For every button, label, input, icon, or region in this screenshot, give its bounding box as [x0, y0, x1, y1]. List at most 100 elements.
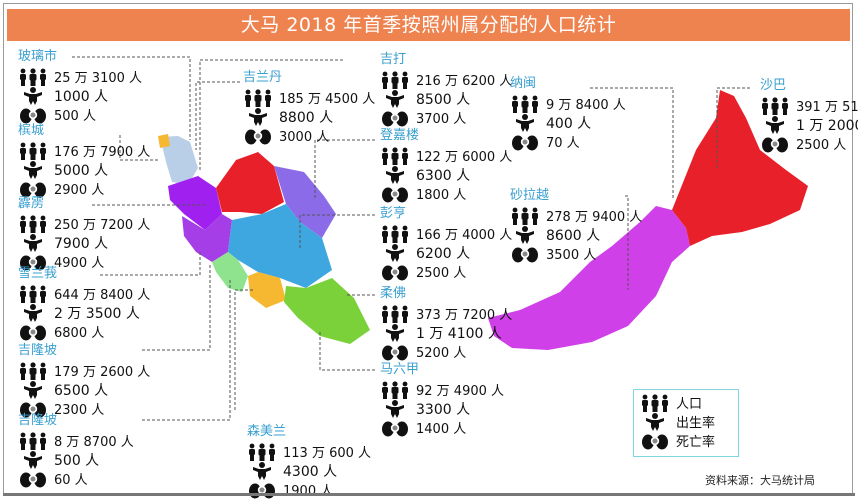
region-sarawak: [488, 206, 690, 350]
baby-icon: [760, 116, 790, 134]
stat-deaths: 60 人: [18, 469, 134, 488]
stat-value: 8500 人: [416, 91, 471, 108]
stat-value: 250 万 7200 人: [54, 218, 151, 233]
stat-value: 6800 人: [54, 326, 105, 341]
stat-value: 6500 人: [54, 382, 109, 399]
baby-icon: [380, 166, 410, 184]
people-icon: [18, 142, 48, 160]
stat-population: 373 万 7200 人: [380, 304, 512, 323]
state-block: 吉隆坡 179 万 2600 人 6500 人 2300 人: [18, 343, 150, 418]
stat-population: 250 万 7200 人: [18, 214, 150, 233]
stat-births: 6300 人: [380, 165, 512, 184]
stat-value: 92 万 4900 人: [416, 384, 505, 399]
people-icon: [640, 394, 670, 412]
region-terengganu: [274, 166, 336, 238]
stat-value: 391 万 5100 人: [796, 100, 858, 115]
stat-value: 4300 人: [283, 463, 338, 480]
stat-births: 8500 人: [380, 89, 512, 108]
legend-label: 死亡率: [676, 435, 716, 450]
state-name: 彭亨: [380, 206, 407, 221]
legend: 人口 出生率 死亡率: [633, 389, 739, 457]
stat-value: 9 万 8400 人: [546, 98, 626, 113]
baby-icon: [380, 400, 410, 418]
people-icon: [18, 285, 48, 303]
stat-births: 4300 人: [247, 461, 371, 480]
feet-icon: [380, 343, 410, 361]
stat-deaths: 1900 人: [247, 480, 371, 499]
stat-value: 2300 人: [54, 403, 105, 418]
stat-value: 2500 人: [416, 266, 467, 281]
region-kedah: [168, 176, 222, 230]
state-name: 森美兰: [247, 424, 287, 439]
people-icon: [243, 89, 273, 107]
stat-population: 166 万 4000 人: [380, 224, 512, 243]
stat-deaths: 5200 人: [380, 342, 512, 361]
stat-value: 4900 人: [54, 256, 105, 271]
stat-value: 179 万 2600 人: [54, 365, 151, 380]
stat-deaths: 70 人: [510, 132, 626, 151]
stat-births: 8800 人: [243, 107, 375, 126]
state-block: 登嘉楼 122 万 6000 人 6300 人 1800 人: [380, 128, 512, 203]
state-block: 雪兰莪 644 万 8400 人 2 万 3500 人 6800 人: [18, 266, 150, 341]
feet-icon: [243, 127, 273, 145]
stat-deaths: 3000 人: [243, 126, 375, 145]
stat-population: 8 万 8700 人: [18, 431, 134, 450]
stat-births: 1 万 2000 人: [760, 115, 858, 134]
stat-value: 2 万 3500 人: [54, 305, 140, 322]
people-icon: [247, 443, 277, 461]
stat-value: 1 万 4100 人: [416, 325, 502, 342]
people-icon: [380, 225, 410, 243]
stat-deaths: 2900 人: [18, 179, 150, 198]
people-icon: [18, 68, 48, 86]
feet-icon: [380, 419, 410, 437]
stat-deaths: 3500 人: [510, 244, 642, 263]
stat-births: 3300 人: [380, 399, 504, 418]
state-name: 吉隆坡: [18, 413, 58, 428]
region-sabah: [672, 90, 808, 246]
bottom-rule: [3, 493, 855, 496]
legend-label: 出生率: [676, 416, 716, 431]
stat-births: 5000 人: [18, 160, 150, 179]
baby-icon: [640, 413, 670, 431]
feet-icon: [510, 245, 540, 263]
feet-icon: [380, 185, 410, 203]
baby-icon: [380, 324, 410, 342]
stat-value: 6300 人: [416, 167, 471, 184]
stat-births: 500 人: [18, 450, 134, 469]
region-kelantan: [216, 152, 284, 214]
stat-value: 122 万 6000 人: [416, 150, 513, 165]
region-johor: [284, 278, 370, 344]
feet-icon: [18, 180, 48, 198]
stat-value: 2500 人: [796, 138, 847, 153]
people-icon: [18, 215, 48, 233]
state-block: 纳闽 9 万 8400 人 400 人 70 人: [510, 76, 626, 151]
stat-births: 8600 人: [510, 225, 642, 244]
stat-births: 6500 人: [18, 380, 150, 399]
stat-births: 400 人: [510, 113, 626, 132]
state-block: 柔佛 373 万 7200 人 1 万 4100 人 5200 人: [380, 286, 512, 361]
stat-value: 25 万 3100 人: [54, 71, 143, 86]
baby-icon: [510, 226, 540, 244]
stat-deaths: 500 人: [18, 105, 142, 124]
stat-value: 113 万 600 人: [283, 446, 372, 461]
stat-population: 185 万 4500 人: [243, 88, 375, 107]
baby-icon: [18, 161, 48, 179]
state-name: 沙巴: [760, 78, 787, 93]
state-block: 沙巴 391 万 5100 人 1 万 2000 人 2500 人: [760, 78, 858, 153]
baby-icon: [380, 90, 410, 108]
state-name: 雪兰莪: [18, 266, 58, 281]
state-block: 吉兰丹 185 万 4500 人 8800 人 3000 人: [243, 70, 375, 145]
stat-value: 3700 人: [416, 112, 467, 127]
page-title: 大马 2018 年首季按照州属分配的人口统计: [7, 9, 850, 41]
stat-value: 278 万 9400 人: [546, 210, 643, 225]
state-name: 砂拉越: [510, 188, 550, 203]
stat-value: 3300 人: [416, 401, 471, 418]
state-name: 吉隆坡: [18, 343, 58, 358]
stat-value: 5200 人: [416, 346, 467, 361]
stat-value: 60 人: [54, 473, 88, 488]
feet-icon: [380, 263, 410, 281]
feet-icon: [510, 133, 540, 151]
state-name: 槟城: [18, 123, 45, 138]
stat-deaths: 6800 人: [18, 322, 150, 341]
baby-icon: [18, 87, 48, 105]
